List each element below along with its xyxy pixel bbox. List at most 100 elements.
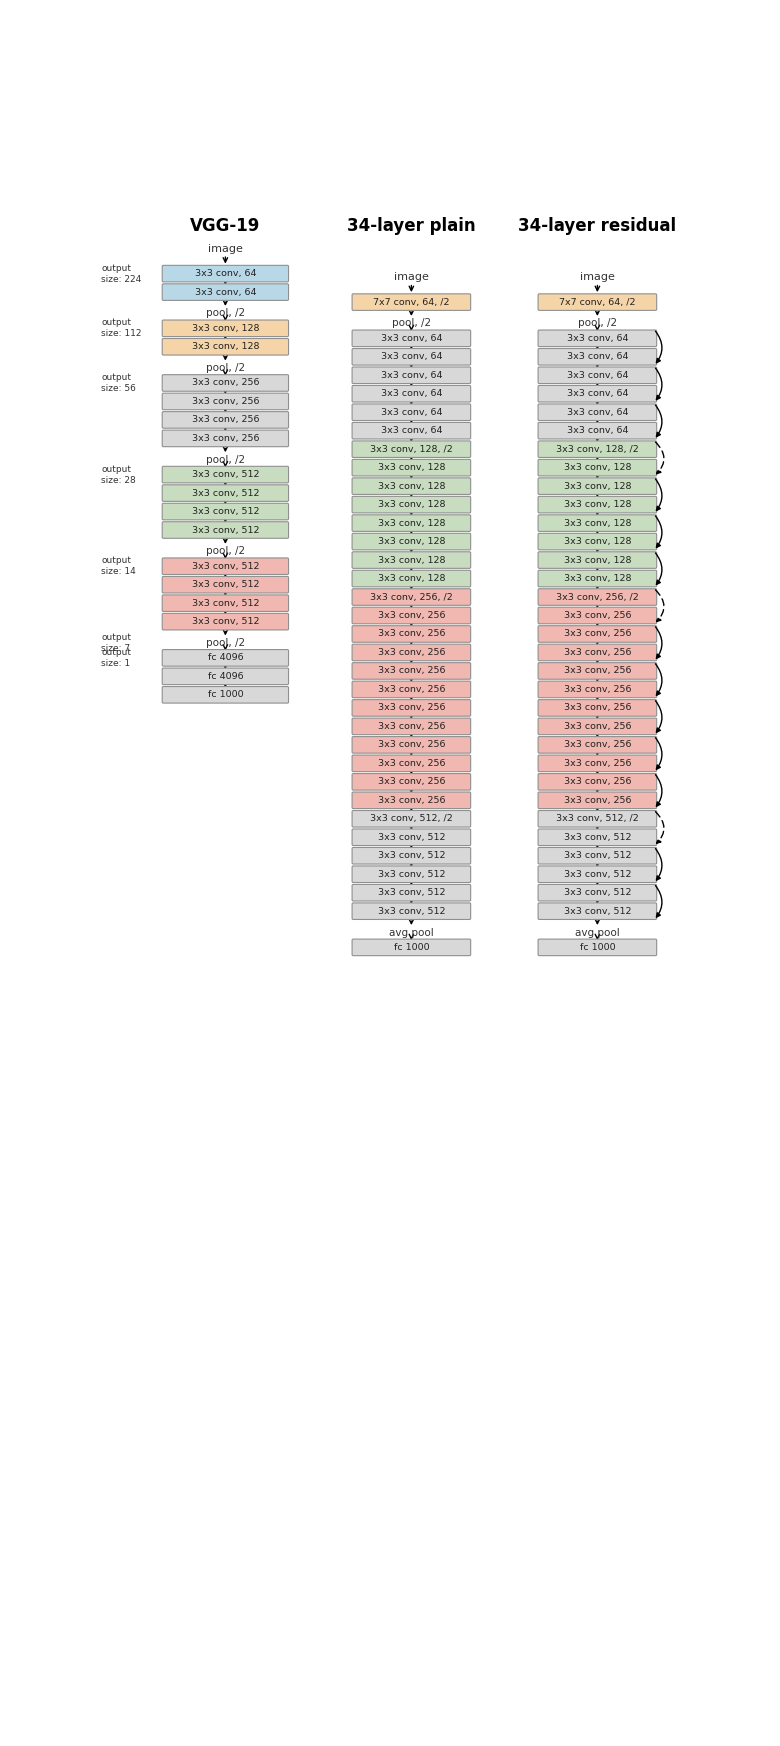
FancyBboxPatch shape — [538, 588, 657, 606]
FancyBboxPatch shape — [352, 571, 470, 587]
Text: 3x3 conv, 256: 3x3 conv, 256 — [192, 379, 259, 388]
Text: 3x3 conv, 256: 3x3 conv, 256 — [378, 611, 445, 620]
Text: 3x3 conv, 512: 3x3 conv, 512 — [192, 489, 259, 498]
Text: 3x3 conv, 256, /2: 3x3 conv, 256, /2 — [370, 592, 452, 602]
Text: 3x3 conv, 128: 3x3 conv, 128 — [378, 499, 445, 510]
FancyBboxPatch shape — [162, 686, 289, 704]
Text: 3x3 conv, 512: 3x3 conv, 512 — [192, 526, 259, 534]
FancyBboxPatch shape — [162, 466, 289, 484]
Text: 3x3 conv, 256: 3x3 conv, 256 — [564, 648, 631, 656]
FancyBboxPatch shape — [538, 737, 657, 753]
FancyArrowPatch shape — [655, 627, 662, 658]
FancyBboxPatch shape — [538, 885, 657, 901]
Text: 3x3 conv, 256: 3x3 conv, 256 — [192, 416, 259, 424]
FancyBboxPatch shape — [538, 293, 657, 311]
Text: 3x3 conv, 256: 3x3 conv, 256 — [378, 684, 445, 693]
FancyArrowPatch shape — [655, 775, 662, 807]
Text: pool, /2: pool, /2 — [206, 637, 245, 648]
FancyBboxPatch shape — [162, 320, 289, 337]
Text: image: image — [208, 244, 243, 253]
Text: 3x3 conv, 128, /2: 3x3 conv, 128, /2 — [370, 445, 452, 454]
FancyBboxPatch shape — [352, 349, 470, 365]
Text: 3x3 conv, 256: 3x3 conv, 256 — [378, 796, 445, 805]
FancyBboxPatch shape — [538, 681, 657, 698]
Text: 34-layer plain: 34-layer plain — [347, 217, 476, 234]
Text: 3x3 conv, 128: 3x3 conv, 128 — [564, 519, 631, 527]
FancyBboxPatch shape — [352, 829, 470, 845]
FancyBboxPatch shape — [162, 576, 289, 594]
Text: 3x3 conv, 256: 3x3 conv, 256 — [192, 396, 259, 405]
Text: 3x3 conv, 128: 3x3 conv, 128 — [378, 463, 445, 471]
FancyBboxPatch shape — [162, 430, 289, 447]
Text: 3x3 conv, 128: 3x3 conv, 128 — [564, 463, 631, 471]
FancyBboxPatch shape — [538, 459, 657, 477]
FancyBboxPatch shape — [352, 330, 470, 346]
FancyBboxPatch shape — [538, 939, 657, 955]
FancyBboxPatch shape — [352, 663, 470, 679]
FancyBboxPatch shape — [352, 700, 470, 716]
Text: 3x3 conv, 128: 3x3 conv, 128 — [378, 519, 445, 527]
FancyBboxPatch shape — [162, 393, 289, 410]
Text: 3x3 conv, 256: 3x3 conv, 256 — [378, 777, 445, 786]
Text: 3x3 conv, 128: 3x3 conv, 128 — [378, 555, 445, 564]
Text: 3x3 conv, 256: 3x3 conv, 256 — [564, 667, 631, 676]
Text: 3x3 conv, 128: 3x3 conv, 128 — [564, 499, 631, 510]
Text: 3x3 conv, 64: 3x3 conv, 64 — [381, 333, 442, 342]
Text: 3x3 conv, 128: 3x3 conv, 128 — [564, 574, 631, 583]
Text: pool, /2: pool, /2 — [392, 318, 431, 328]
FancyBboxPatch shape — [162, 412, 289, 428]
Text: 3x3 conv, 128: 3x3 conv, 128 — [192, 342, 259, 351]
FancyBboxPatch shape — [538, 496, 657, 513]
Text: 3x3 conv, 512: 3x3 conv, 512 — [564, 870, 631, 878]
FancyBboxPatch shape — [538, 386, 657, 402]
Text: output
size: 28: output size: 28 — [101, 464, 136, 485]
FancyBboxPatch shape — [538, 718, 657, 735]
Text: pool, /2: pool, /2 — [206, 546, 245, 557]
FancyBboxPatch shape — [538, 903, 657, 920]
Text: 3x3 conv, 512: 3x3 conv, 512 — [378, 833, 445, 842]
FancyBboxPatch shape — [352, 459, 470, 477]
Text: 3x3 conv, 256: 3x3 conv, 256 — [564, 777, 631, 786]
FancyArrowPatch shape — [655, 405, 662, 436]
FancyBboxPatch shape — [538, 625, 657, 643]
Text: 3x3 conv, 256: 3x3 conv, 256 — [378, 648, 445, 656]
Text: 3x3 conv, 256: 3x3 conv, 256 — [378, 740, 445, 749]
FancyBboxPatch shape — [538, 515, 657, 531]
Text: 3x3 conv, 256: 3x3 conv, 256 — [378, 667, 445, 676]
Text: pool, /2: pool, /2 — [578, 318, 617, 328]
Text: output
size: 224: output size: 224 — [101, 264, 142, 283]
FancyBboxPatch shape — [352, 644, 470, 660]
FancyBboxPatch shape — [352, 737, 470, 753]
Text: 3x3 conv, 64: 3x3 conv, 64 — [566, 409, 628, 417]
FancyBboxPatch shape — [352, 625, 470, 643]
Text: 3x3 conv, 128: 3x3 conv, 128 — [192, 323, 259, 333]
FancyBboxPatch shape — [352, 681, 470, 698]
Text: 3x3 conv, 256: 3x3 conv, 256 — [378, 760, 445, 768]
FancyArrowPatch shape — [655, 442, 664, 473]
Text: 3x3 conv, 512: 3x3 conv, 512 — [564, 906, 631, 915]
Text: 3x3 conv, 64: 3x3 conv, 64 — [566, 333, 628, 342]
FancyBboxPatch shape — [352, 442, 470, 457]
FancyBboxPatch shape — [162, 503, 289, 520]
Text: fc 1000: fc 1000 — [580, 943, 615, 952]
Text: 3x3 conv, 128: 3x3 conv, 128 — [378, 538, 445, 546]
Text: 3x3 conv, 128: 3x3 conv, 128 — [564, 555, 631, 564]
FancyArrowPatch shape — [655, 517, 662, 548]
Text: fc 4096: fc 4096 — [207, 653, 243, 662]
Text: 3x3 conv, 256: 3x3 conv, 256 — [378, 704, 445, 712]
FancyBboxPatch shape — [538, 866, 657, 882]
Text: pool, /2: pool, /2 — [206, 454, 245, 464]
FancyBboxPatch shape — [538, 644, 657, 660]
Text: output
size: 7: output size: 7 — [101, 634, 131, 653]
FancyBboxPatch shape — [538, 330, 657, 346]
Text: pool, /2: pool, /2 — [206, 363, 245, 374]
FancyBboxPatch shape — [352, 718, 470, 735]
Text: 3x3 conv, 256: 3x3 conv, 256 — [564, 630, 631, 639]
Text: 3x3 conv, 512: 3x3 conv, 512 — [378, 852, 445, 861]
FancyBboxPatch shape — [162, 485, 289, 501]
Text: 3x3 conv, 512: 3x3 conv, 512 — [378, 906, 445, 915]
Text: 3x3 conv, 512: 3x3 conv, 512 — [192, 616, 259, 627]
Text: 3x3 conv, 64: 3x3 conv, 64 — [381, 409, 442, 417]
Text: 3x3 conv, 256: 3x3 conv, 256 — [564, 740, 631, 749]
Text: 3x3 conv, 512: 3x3 conv, 512 — [192, 580, 259, 588]
